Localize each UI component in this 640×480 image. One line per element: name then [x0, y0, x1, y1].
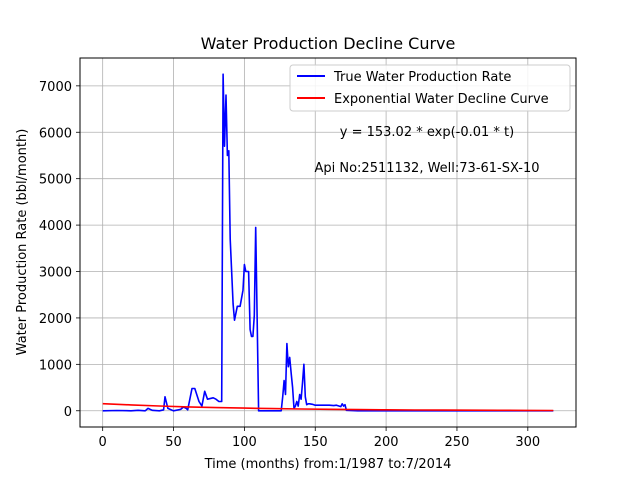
y-tick-label: 7000	[39, 80, 72, 95]
y-tick-label: 2000	[39, 312, 72, 327]
chart-title: Water Production Decline Curve	[201, 34, 456, 53]
exponential-decline-curve-line	[102, 402, 554, 412]
x-tick-label: 150	[303, 435, 328, 450]
legend-box	[289, 64, 571, 112]
y-tick-label: 5000	[39, 173, 72, 188]
y-tick-label: 6000	[39, 126, 72, 141]
y-tick-label: 1000	[39, 358, 72, 373]
plot-frame	[79, 57, 577, 428]
x-tick-label: 0	[99, 435, 107, 450]
x-tick-label: 100	[232, 435, 257, 450]
axis-ticks: 0 50 100 150 200 250 3000100020003000400050006…	[39, 80, 540, 450]
x-axis-label: Time (months) from:1/1987 to:7/2014	[204, 457, 452, 472]
true-water-production-rate-line	[102, 73, 554, 412]
y-axis-label: Water Production Rate (bbl/month)	[15, 129, 30, 356]
y-tick-label: 0	[64, 405, 72, 420]
legend-label-true-rate: True Water Production Rate	[333, 70, 511, 85]
legend: True Water Production Rate Exponential W…	[289, 64, 571, 112]
y-tick-label: 3000	[39, 266, 72, 281]
x-tick-label: 250	[445, 435, 470, 450]
y-tick-label: 4000	[39, 219, 72, 234]
x-tick-label: 300	[515, 435, 540, 450]
equation-annotation: y = 153.02 * exp(-0.01 * t)	[340, 125, 514, 140]
x-tick-label: 50	[165, 435, 182, 450]
x-tick-label: 200	[374, 435, 399, 450]
well-annotation: Api No:2511132, Well:73-61-SX-10	[314, 161, 539, 176]
legend-label-decline-curve: Exponential Water Decline Curve	[334, 92, 549, 107]
series-layer	[102, 73, 554, 412]
